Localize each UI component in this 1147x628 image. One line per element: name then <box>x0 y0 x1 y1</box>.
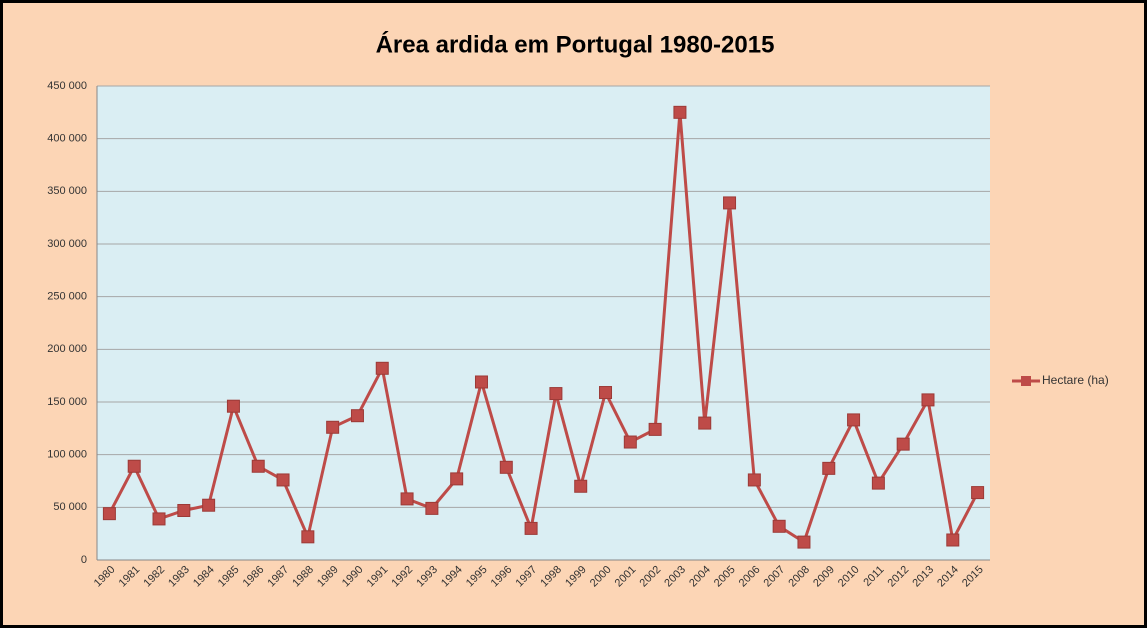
legend-label: Hectare (ha) <box>1042 373 1109 387</box>
marker <box>599 386 613 400</box>
marker <box>102 507 116 521</box>
marker <box>971 486 985 500</box>
marker <box>673 105 687 119</box>
y-tick-label: 0 <box>81 554 87 566</box>
marker <box>301 530 315 544</box>
marker <box>450 472 464 486</box>
legend-marker <box>1021 376 1031 386</box>
marker <box>747 473 761 487</box>
marker <box>499 460 513 474</box>
chart-title: Área ardida em Portugal 1980-2015 <box>376 30 775 58</box>
marker <box>202 498 216 512</box>
marker <box>474 375 488 389</box>
marker <box>400 492 414 506</box>
marker <box>698 416 712 430</box>
marker <box>822 461 836 475</box>
y-tick-label: 400 000 <box>47 133 87 145</box>
y-tick-label: 300 000 <box>47 238 87 250</box>
marker <box>847 413 861 427</box>
marker <box>375 361 389 375</box>
marker <box>574 479 588 493</box>
marker <box>946 533 960 547</box>
marker <box>152 512 166 526</box>
marker <box>797 535 811 549</box>
marker <box>350 409 364 423</box>
marker <box>524 521 538 535</box>
series-line <box>108 112 979 545</box>
y-tick-label: 150 000 <box>47 396 87 408</box>
marker <box>772 519 786 533</box>
marker <box>896 437 910 451</box>
plot-area <box>97 86 990 560</box>
marker <box>871 476 885 490</box>
y-tick-label: 200 000 <box>47 343 87 355</box>
marker <box>648 422 662 436</box>
y-tick-label: 100 000 <box>47 449 87 461</box>
marker <box>623 435 637 449</box>
marker <box>723 196 737 210</box>
marker <box>251 459 265 473</box>
marker <box>921 393 935 407</box>
marker <box>326 420 340 434</box>
marker <box>549 387 563 401</box>
y-tick-label: 450 000 <box>47 80 87 92</box>
y-tick-label: 50 000 <box>53 501 87 513</box>
marker <box>177 503 191 517</box>
marker <box>276 473 290 487</box>
marker <box>127 459 141 473</box>
y-tick-label: 350 000 <box>47 185 87 197</box>
marker <box>425 501 439 515</box>
marker <box>226 399 240 413</box>
y-tick-label: 250 000 <box>47 291 87 303</box>
